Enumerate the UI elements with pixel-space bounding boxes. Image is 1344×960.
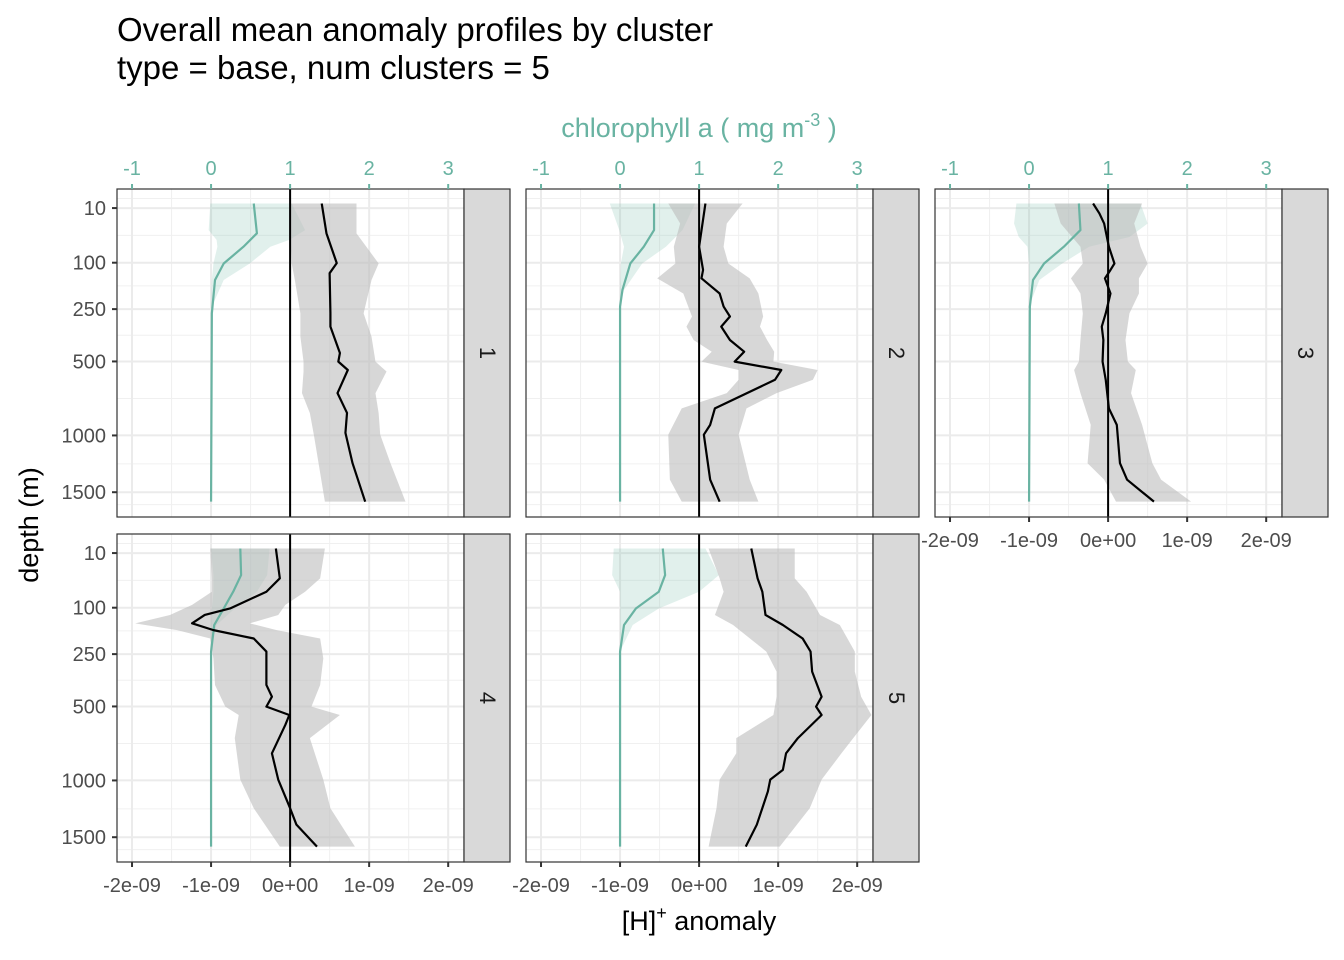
h-anomaly-band bbox=[1054, 203, 1192, 502]
x-axis-title-sup: + bbox=[656, 903, 667, 923]
facet-strip bbox=[463, 188, 511, 518]
chart-subtitle: type = base, num clusters = 5 bbox=[117, 49, 550, 86]
y-axis-tick-label: 250 bbox=[73, 644, 106, 666]
x-axis-tick-label: -2e-09 bbox=[921, 530, 979, 552]
x-axis-tick-label: 2e-09 bbox=[1241, 530, 1292, 552]
chlorophyll-mean-line bbox=[1027, 203, 1082, 502]
chlorophyll-mean-line bbox=[209, 203, 259, 502]
h-anomaly-mean-line bbox=[1092, 202, 1155, 503]
y-axis-tick-label: 1000 bbox=[62, 425, 107, 447]
chlorophyll-mean-line bbox=[209, 548, 243, 847]
x-axis-tick-label: 2e-09 bbox=[423, 875, 474, 897]
y-axis-tick-label: 10 bbox=[84, 198, 106, 220]
top-axis-title-rest: ) bbox=[820, 113, 837, 143]
y-axis-title: depth (m) bbox=[14, 467, 44, 583]
x-axis-tick-label: 0e+00 bbox=[262, 875, 318, 897]
h-anomaly-mean-line bbox=[320, 203, 367, 503]
x-axis-title-main: [H] bbox=[622, 906, 657, 936]
x-axis-title-rest: anomaly bbox=[667, 906, 777, 936]
top-axis-title: chlorophyll a ( mg m-3 ) bbox=[561, 110, 837, 143]
top-axis-tick-label: 3 bbox=[1261, 158, 1272, 180]
h-anomaly-mean-line bbox=[698, 203, 783, 503]
chlorophyll-mean-line bbox=[618, 203, 656, 502]
top-axis-tick-label: 0 bbox=[1023, 158, 1034, 180]
y-axis-tick-label: 500 bbox=[73, 351, 106, 373]
panel-3: 3 -1 0 1 2 3 -2e-09 -1e-09 0e+00 1e-09 2e-09 bbox=[921, 158, 1329, 552]
x-axis-tick-label: -1e-09 bbox=[591, 875, 649, 897]
top-axis-title-main: chlorophyll a ( mg m bbox=[561, 113, 804, 143]
top-axis-tick-label: 3 bbox=[852, 158, 863, 180]
x-axis-tick-label: 0e+00 bbox=[671, 875, 727, 897]
y-axis-tick-label: 10 bbox=[84, 543, 106, 565]
facet-strip-label: 5 bbox=[884, 692, 909, 704]
x-axis-tick-label: 1e-09 bbox=[344, 875, 395, 897]
h-anomaly-band bbox=[708, 548, 872, 847]
facet-strip bbox=[872, 188, 920, 518]
facet-strip bbox=[463, 533, 511, 863]
y-axis-tick-label: 250 bbox=[73, 299, 106, 321]
top-axis-tick-label: 0 bbox=[205, 158, 216, 180]
top-axis-tick-label: 1 bbox=[285, 158, 296, 180]
facet-strip bbox=[1281, 188, 1329, 518]
x-axis-title: [H]+ anomaly bbox=[622, 903, 777, 936]
x-axis-tick-label: -2e-09 bbox=[512, 875, 570, 897]
panel-2: 2 -1 0 1 2 3 bbox=[525, 158, 920, 518]
top-axis-tick-label: 1 bbox=[1103, 158, 1114, 180]
y-axis-tick-label: 1000 bbox=[62, 770, 107, 792]
chlorophyll-mean-line bbox=[618, 548, 667, 847]
top-axis-tick-label: 2 bbox=[773, 158, 784, 180]
top-axis-title-sup: -3 bbox=[804, 110, 820, 130]
top-axis-tick-label: 3 bbox=[443, 158, 454, 180]
top-axis-tick-label: 1 bbox=[694, 158, 705, 180]
h-anomaly-mean-line bbox=[190, 548, 318, 848]
facet-strip-label: 1 bbox=[475, 347, 500, 359]
h-anomaly-band bbox=[290, 203, 406, 502]
facet-strip bbox=[872, 533, 920, 863]
panel-5: 5 -2e-09 -1e-09 0e+00 1e-09 2e-09 bbox=[512, 533, 920, 897]
x-axis-tick-label: -2e-09 bbox=[103, 875, 161, 897]
chlorophyll-band bbox=[612, 548, 719, 847]
x-axis-tick-label: 2e-09 bbox=[832, 875, 883, 897]
h-anomaly-band bbox=[135, 548, 355, 847]
h-anomaly-band bbox=[657, 203, 818, 502]
h-anomaly-mean-line bbox=[744, 548, 823, 848]
x-axis-tick-label: 0e+00 bbox=[1080, 530, 1136, 552]
facet-strip-label: 4 bbox=[475, 692, 500, 704]
top-axis-tick-label: 0 bbox=[614, 158, 625, 180]
panel-1: 1 -1 0 1 2 3 10 100 250 500 1000 1500 bbox=[62, 158, 511, 518]
x-axis-tick-label: -1e-09 bbox=[1000, 530, 1058, 552]
top-axis-tick-label: -1 bbox=[123, 158, 141, 180]
top-axis-tick-label: -1 bbox=[941, 158, 959, 180]
y-axis-tick-label: 100 bbox=[73, 598, 106, 620]
y-axis-tick-label: 1500 bbox=[62, 482, 107, 504]
top-axis-tick-label: 2 bbox=[364, 158, 375, 180]
panel-4: 4 10 100 250 500 1000 1500 -2e-09 -1e-09 0e+00 1e-… bbox=[62, 533, 511, 897]
x-axis-tick-label: 1e-09 bbox=[1162, 530, 1213, 552]
chart-title: Overall mean anomaly profiles by cluster bbox=[117, 11, 713, 48]
y-axis-tick-label: 100 bbox=[73, 253, 106, 275]
y-axis-tick-label: 500 bbox=[73, 696, 106, 718]
facet-strip-label: 3 bbox=[1293, 347, 1318, 359]
y-axis-tick-label: 1500 bbox=[62, 827, 107, 849]
chlorophyll-band bbox=[609, 203, 696, 502]
facet-strip-label: 2 bbox=[884, 347, 909, 359]
top-axis-tick-label: 2 bbox=[1182, 158, 1193, 180]
top-axis-tick-label: -1 bbox=[532, 158, 550, 180]
x-axis-tick-label: -1e-09 bbox=[182, 875, 240, 897]
x-axis-tick-label: 1e-09 bbox=[753, 875, 804, 897]
